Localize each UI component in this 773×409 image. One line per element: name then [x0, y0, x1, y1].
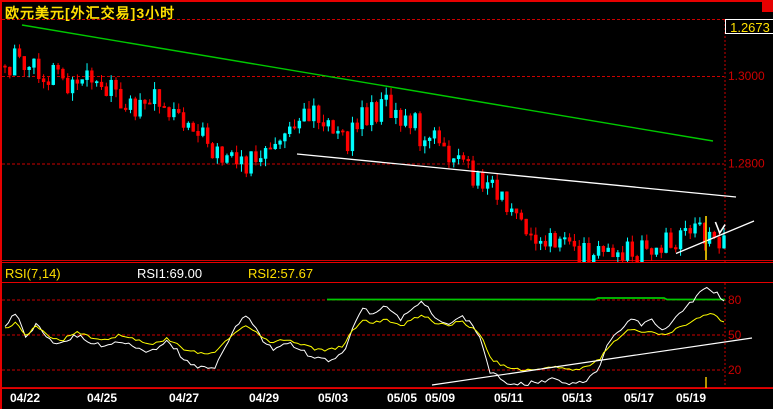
svg-text:1.3000: 1.3000 [728, 69, 765, 83]
svg-text:1.2800: 1.2800 [728, 157, 765, 171]
svg-text:20: 20 [728, 363, 742, 377]
svg-text:80: 80 [728, 293, 742, 307]
